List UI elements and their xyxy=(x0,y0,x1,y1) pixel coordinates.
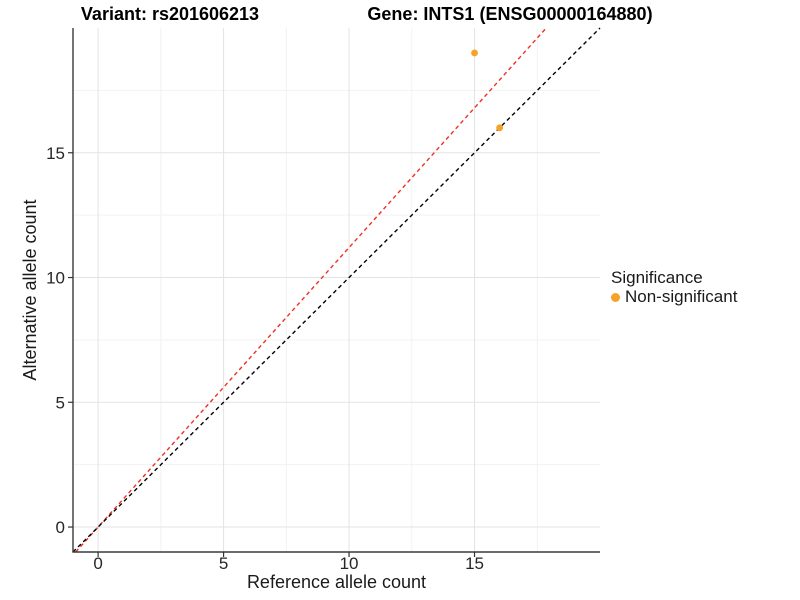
x-tick-label: 5 xyxy=(219,554,228,573)
legend: Significance Non-significant xyxy=(611,269,737,306)
data-point xyxy=(496,124,504,132)
x-tick-label: 10 xyxy=(340,554,359,573)
x-axis-label: Reference allele count xyxy=(246,572,427,592)
legend-point-icon xyxy=(611,292,620,302)
data-point xyxy=(471,49,478,57)
legend-title: Significance xyxy=(611,268,703,287)
y-tick-label: 5 xyxy=(56,393,65,412)
y-tick-label: 0 xyxy=(56,518,65,537)
identity-line xyxy=(72,27,601,553)
variant-title: Variant: rs201606213 xyxy=(80,4,260,24)
x-tick-label: 15 xyxy=(465,554,484,573)
y-axis-label: Alternative allele count xyxy=(20,199,40,381)
y-tick-label: 15 xyxy=(46,144,65,163)
legend-item-label: Non-significant xyxy=(625,287,738,306)
x-tick-label: 0 xyxy=(93,554,102,573)
expected-ratio-line xyxy=(75,27,547,553)
gene-title: Gene: INTS1 (ENSG00000164880) xyxy=(367,4,653,24)
legend-item-non-significant: Non-significant xyxy=(611,288,737,306)
y-tick-label: 10 xyxy=(46,269,65,288)
